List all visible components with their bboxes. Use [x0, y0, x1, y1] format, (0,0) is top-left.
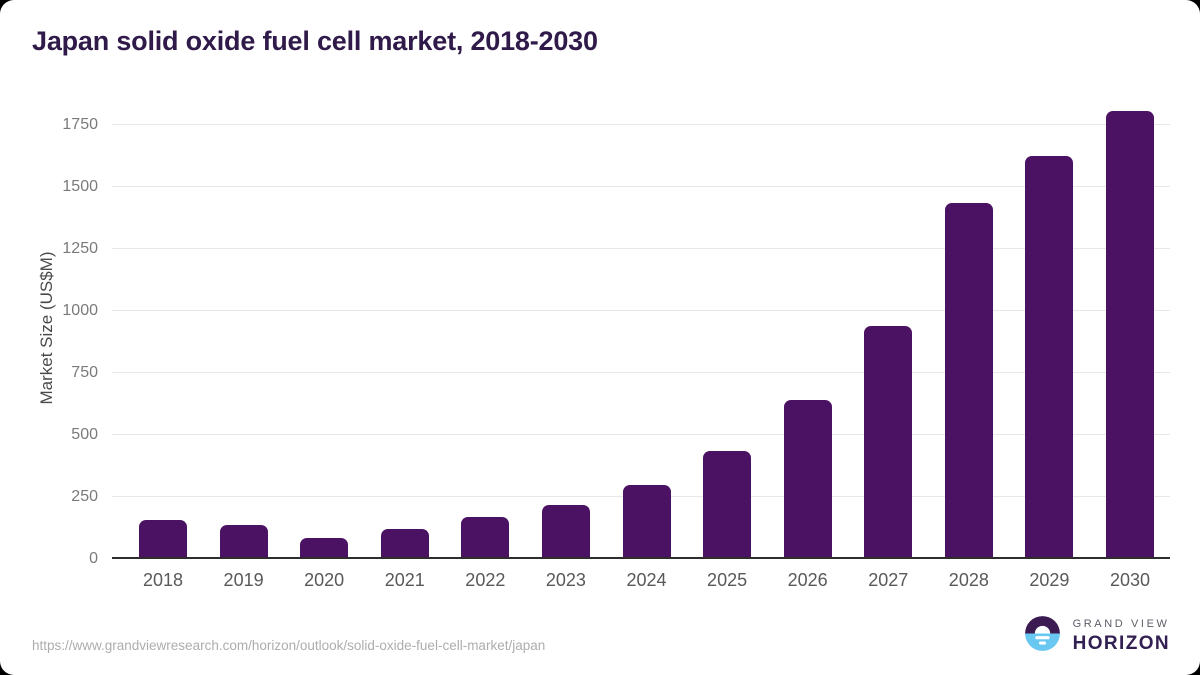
x-tick-label: 2018 — [142, 570, 184, 590]
bar-2027 — [864, 325, 913, 559]
bar-2029 — [1025, 156, 1074, 559]
bar-2022 — [461, 517, 510, 559]
bar-2019 — [219, 524, 268, 559]
gridline — [112, 310, 1170, 312]
x-tick-label: 2028 — [948, 570, 989, 590]
y-tick-label: 1750 — [62, 116, 98, 134]
x-tick-label: 2025 — [707, 570, 748, 590]
y-tick-label: 750 — [71, 364, 98, 382]
x-tick-label: 2029 — [1029, 570, 1070, 590]
bar-2026 — [783, 400, 832, 559]
y-tick-label: 250 — [71, 488, 98, 506]
x-tick-label: 2027 — [868, 570, 909, 590]
bar-2021 — [380, 529, 429, 559]
bar-2025 — [703, 450, 752, 559]
x-tick-label: 2019 — [223, 570, 264, 590]
gridline — [112, 124, 1170, 126]
gridline — [112, 434, 1170, 436]
x-tick-label: 2020 — [304, 570, 345, 590]
y-tick-label: 500 — [71, 426, 98, 444]
x-tick-label: 2024 — [626, 570, 667, 590]
x-tick-label: 2030 — [1109, 570, 1151, 590]
y-tick-label: 1500 — [62, 178, 98, 196]
gridline — [112, 248, 1170, 250]
gridline — [112, 186, 1170, 188]
bar-2030 — [1106, 111, 1154, 559]
x-tick-label: 2023 — [545, 570, 586, 590]
bar-2018 — [139, 519, 187, 559]
page-title: Japan solid oxide fuel cell market, 2018… — [32, 26, 598, 56]
bar-2028 — [944, 202, 993, 559]
x-tick-label: 2026 — [787, 570, 828, 590]
plot-area: 0 250 500 750 1000 1250 1500 1750 2018 2019 2020 20… — [62, 97, 1170, 590]
bar-2020 — [300, 538, 349, 559]
x-axis-line — [112, 557, 1170, 559]
grand-view-horizon-logo: GRAND VIEW HORIZON — [1022, 613, 1170, 659]
y-tick-label: 1250 — [62, 240, 98, 258]
brand-name-top: GRAND VIEW — [1072, 617, 1170, 630]
y-tick-label: 1000 — [62, 302, 98, 320]
y-tick-label: 0 — [89, 550, 98, 567]
brand-name-bottom: HORIZON — [1072, 632, 1170, 654]
bar-2023 — [541, 504, 590, 559]
bar-2024 — [622, 484, 671, 559]
source-url: https://www.grandviewresearch.com/horizo… — [32, 638, 546, 653]
brand-name: GRAND VIEW HORIZON — [1073, 618, 1170, 655]
x-tick-label: 2022 — [465, 570, 506, 590]
x-tick-label: 2021 — [384, 570, 425, 590]
gridline — [112, 372, 1170, 374]
grand-view-horizon-sunset-icon — [1022, 613, 1063, 659]
